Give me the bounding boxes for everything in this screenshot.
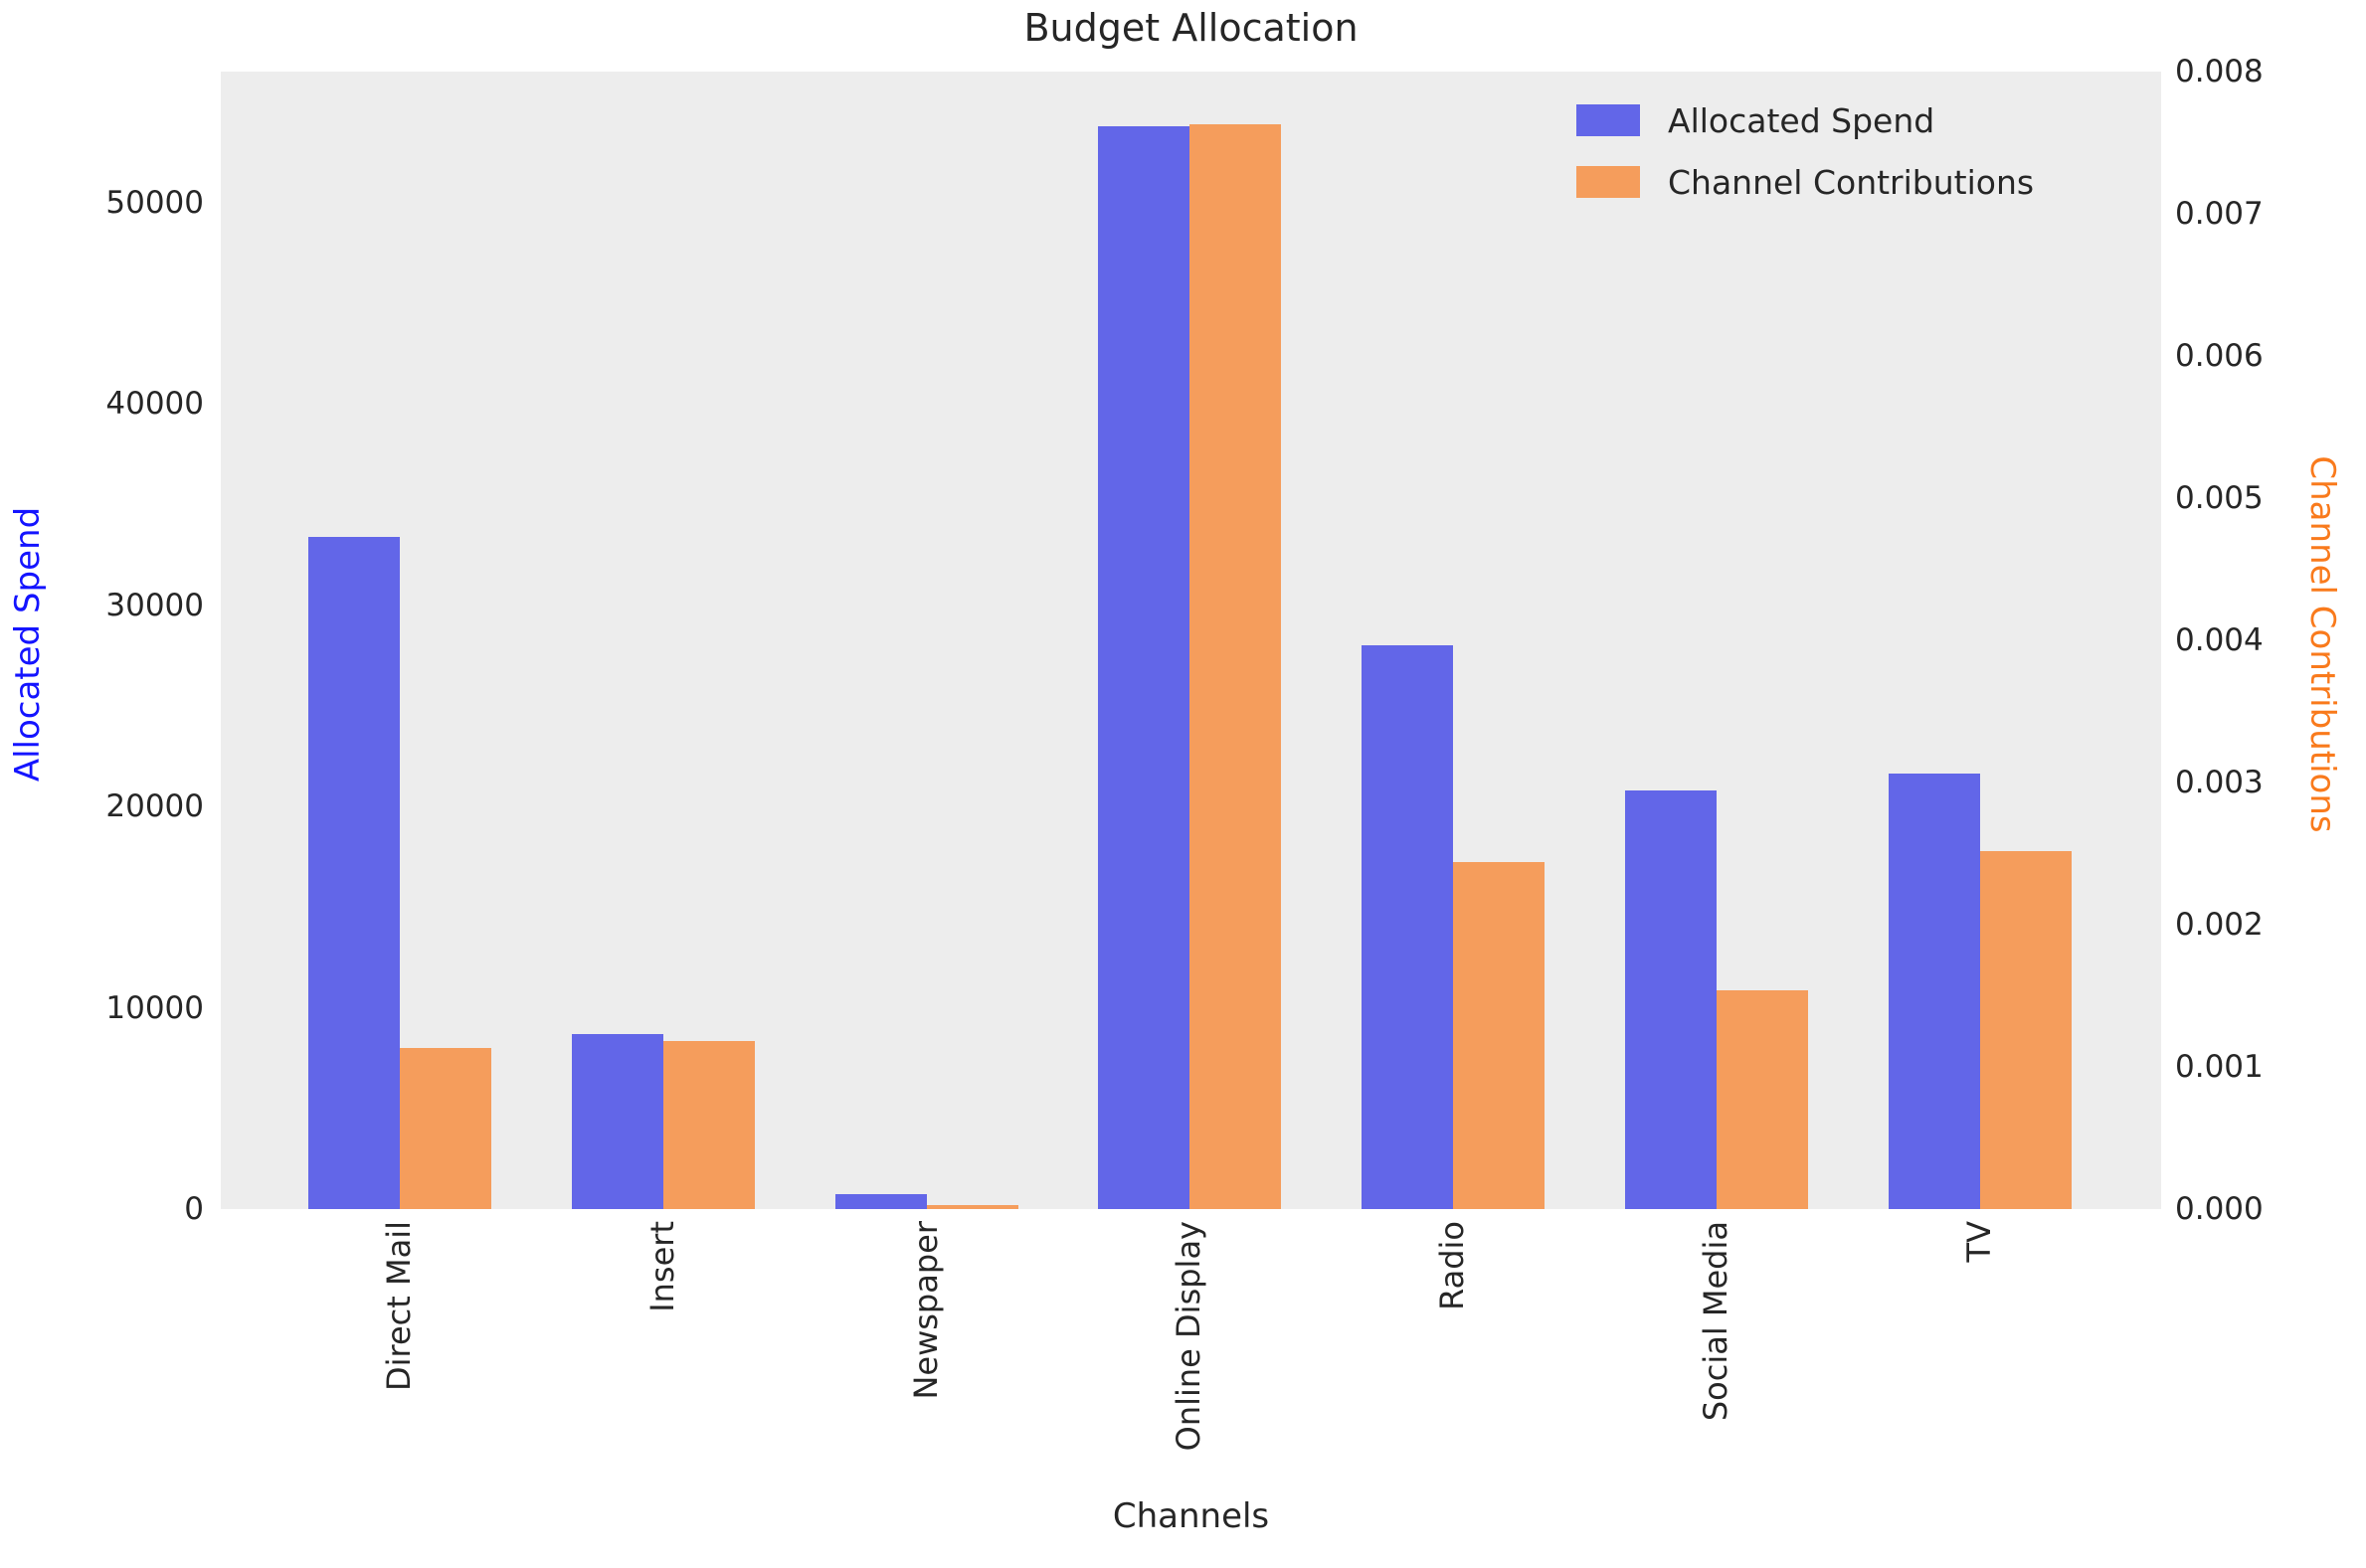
y-axis-left-tick-label: 50000 [105,184,204,221]
x-axis-tick-label: TV [1959,1221,2001,1263]
y-axis-left-tick-label: 10000 [105,989,204,1026]
legend-swatch-allocated-spend [1576,104,1640,136]
y-axis-left-tick-label: 0 [184,1191,204,1227]
y-axis-left-tick-label: 40000 [105,386,204,423]
y-axis-right-tick-label: 0.003 [2175,765,2264,800]
bar-channel-contributions-tv [1979,850,2072,1209]
y-axis-right-tick-label: 0.004 [2175,622,2264,658]
y-axis-label-right: Channel Contributions [2302,455,2342,833]
bar-channel-contributions-online-display [1189,123,1282,1209]
y-axis-left-tick-label: 20000 [105,788,204,825]
y-axis-label-left: Allocated Spend [8,506,48,783]
bar-channel-contributions-radio [1453,862,1546,1209]
x-axis-label: Channels [1112,1496,1270,1536]
y-axis-right-tick-label: 0.001 [2175,1049,2264,1085]
x-axis-tick-text: TV [1959,1221,1998,1263]
x-axis-tick-text: Direct Mail [380,1221,418,1391]
x-axis-tick-label: Direct Mail [380,1221,550,1391]
x-axis-tick-label: Radio [1433,1221,1523,1310]
legend-label-allocated-spend: Allocated Spend [1668,100,1935,140]
legend: Allocated Spend Channel Contributions [1576,95,2034,219]
y-axis-right-tick-label: 0.005 [2175,480,2264,516]
bar-allocated-spend-tv [1888,773,1980,1209]
bar-allocated-spend-radio [1362,645,1454,1209]
x-axis-tick-label: Online Display [1170,1221,1399,1451]
x-axis-tick-text: Radio [1433,1221,1472,1310]
plot-area [221,72,2161,1209]
x-axis-tick-label: Social Media [1697,1221,1897,1421]
bar-allocated-spend-direct-mail [308,536,400,1209]
y-axis-right-tick-label: 0.008 [2175,54,2264,89]
x-axis-tick-label: Newspaper [907,1221,1086,1400]
legend-swatch-channel-contributions [1576,166,1640,198]
bar-allocated-spend-newspaper [834,1193,927,1209]
y-axis-right-tick-label: 0.002 [2175,907,2264,943]
bar-channel-contributions-insert [662,1041,755,1209]
bar-channel-contributions-direct-mail [400,1048,491,1209]
chart-title: Budget Allocation [1023,6,1359,50]
y-axis-left-tick-label: 30000 [105,587,204,623]
x-axis-tick-label: Insert [643,1221,735,1312]
y-axis-right-tick-label: 0.006 [2175,338,2264,374]
y-axis-right-tick-label: 0.000 [2175,1191,2264,1227]
bar-allocated-spend-social-media [1625,789,1717,1209]
bar-channel-contributions-social-media [1717,989,1808,1209]
legend-item-channel-contributions: Channel Contributions [1576,157,2034,207]
x-axis-tick-text: Social Media [1697,1221,1734,1422]
x-axis-tick-text: Online Display [1170,1221,1208,1452]
legend-label-channel-contributions: Channel Contributions [1668,162,2035,202]
bar-allocated-spend-insert [571,1033,663,1209]
y-axis-right-tick-label: 0.007 [2175,196,2264,232]
x-axis-tick-text: Insert [642,1221,681,1312]
bar-channel-contributions-newspaper [926,1204,1018,1209]
x-axis-tick-text: Newspaper [906,1221,945,1400]
legend-item-allocated-spend: Allocated Spend [1576,95,2034,145]
bar-allocated-spend-online-display [1098,125,1190,1209]
